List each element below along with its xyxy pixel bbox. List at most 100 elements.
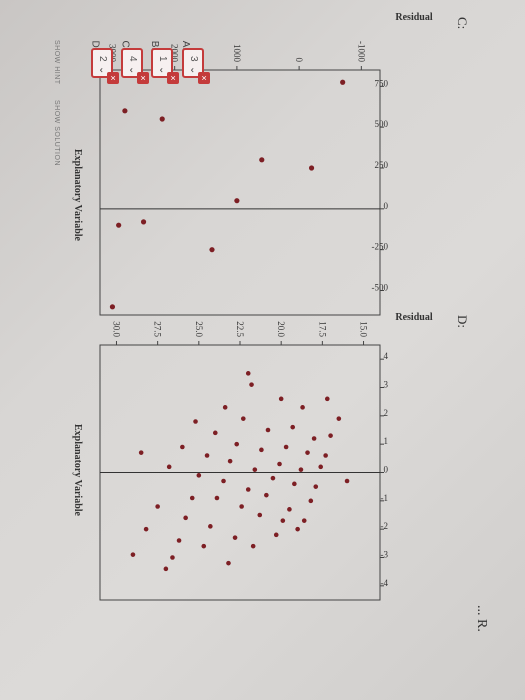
data-point [270, 475, 276, 481]
x-tick-label: 22.5 [235, 321, 245, 337]
data-point [340, 79, 346, 85]
data-point [212, 430, 218, 436]
chevron-down-icon: ⌄ [157, 66, 168, 75]
answer-value-b: 1 [157, 56, 168, 62]
plots-rotated-group: ... R. C: Residual 750 500 250 0 -250 -500 -1… [72, 12, 489, 632]
data-point [290, 424, 296, 430]
data-point [305, 450, 310, 455]
data-point [273, 532, 279, 538]
answer-value-c: 4 [127, 56, 138, 62]
data-point [323, 453, 328, 458]
plot-d: D: Residual 4 3 2 1 0 -1 -2 -3 -4 15.0 17.5 20.0 22… [72, 312, 470, 601]
plot-c-ylabel: Residual [395, 12, 432, 23]
x-tick-label: 17.5 [317, 321, 327, 337]
data-point [250, 543, 256, 549]
data-point [257, 512, 263, 518]
data-point [227, 458, 233, 464]
data-point [245, 487, 251, 492]
data-point [278, 396, 284, 402]
data-point [214, 495, 220, 501]
y-tick-label: 0 [384, 201, 389, 211]
data-point [208, 524, 213, 529]
data-point [240, 416, 246, 421]
data-point [252, 467, 258, 472]
x-tick-label: -1000 [356, 41, 366, 62]
data-point [300, 405, 305, 410]
data-point [116, 222, 122, 228]
x-tick-label: 25.0 [194, 321, 204, 337]
data-point [324, 396, 330, 402]
data-point [122, 108, 128, 114]
data-point [159, 116, 165, 122]
chevron-down-icon: ⌄ [188, 66, 199, 75]
plot-d-x-ticks: 15.0 17.5 20.0 22.5 25.0 27.5 30.0 [111, 321, 369, 345]
y-tick-label: 2 [384, 408, 389, 418]
data-point [234, 198, 240, 204]
y-tick-label: 500 [375, 119, 389, 129]
data-point [259, 447, 264, 453]
plot-d-ylabel: Residual [395, 312, 432, 323]
data-point [201, 543, 207, 549]
incorrect-icon: × [167, 72, 179, 84]
answer-select-c[interactable]: × 4 ⌄ [121, 48, 149, 84]
data-point [143, 526, 149, 532]
data-point [232, 535, 238, 540]
answer-select-a[interactable]: × 3 ⌄ [182, 48, 210, 84]
data-point [155, 504, 160, 509]
x-tick-label: 0 [294, 58, 304, 63]
plot-c: C: Residual 750 500 250 0 -250 -500 -1000 0 100… [72, 12, 470, 316]
plot-d-points [130, 371, 350, 572]
data-point [234, 441, 240, 447]
plot-c-y-ticks: 750 500 250 0 -250 -500 [372, 78, 389, 292]
data-point [313, 484, 319, 489]
answer-value-d: 2 [97, 56, 108, 62]
y-tick-label: -3 [381, 550, 389, 560]
x-tick-label: 2000 [170, 44, 180, 63]
data-point [222, 405, 228, 410]
data-point [308, 165, 315, 171]
y-tick-label: 750 [375, 78, 389, 88]
plot-c-points [109, 79, 346, 310]
plot-d-y-ticks: 4 3 2 1 0 -1 -2 -3 -4 [380, 351, 389, 588]
incorrect-icon: × [198, 72, 210, 84]
data-point [277, 461, 282, 467]
y-tick-label: -4 [381, 578, 389, 588]
data-point [239, 504, 244, 509]
data-point [209, 247, 215, 253]
data-point [109, 304, 116, 310]
data-point [189, 495, 195, 501]
x-tick-label: 27.5 [153, 321, 163, 337]
data-point [298, 467, 304, 472]
y-tick-label: -500 [372, 283, 389, 293]
incorrect-icon: × [137, 72, 149, 84]
data-point [183, 515, 188, 521]
data-point [264, 492, 269, 498]
data-point [287, 507, 292, 512]
y-tick-label: -2 [381, 521, 389, 531]
x-tick-label: 15.0 [359, 321, 369, 337]
incorrect-icon: × [107, 72, 119, 84]
data-point [265, 427, 271, 433]
show-solution-link[interactable]: SHOW SOLUTION [53, 100, 60, 167]
show-hint-link[interactable]: SHOW HINT [53, 40, 60, 85]
plot-c-xlabel: Explanatory Variable [72, 149, 83, 242]
y-tick-label: 0 [384, 465, 389, 475]
data-point [292, 481, 297, 487]
data-point [328, 433, 333, 438]
data-point [193, 419, 198, 424]
data-point [176, 538, 182, 543]
chevron-down-icon: ⌄ [97, 66, 108, 75]
data-point [295, 526, 300, 532]
chevron-down-icon: ⌄ [127, 66, 138, 75]
data-point [166, 464, 172, 470]
data-point [130, 552, 136, 557]
y-tick-label: -1 [381, 493, 389, 503]
y-tick-label: 4 [384, 351, 389, 361]
data-point [170, 555, 175, 560]
answer-select-b[interactable]: × 1 ⌄ [151, 48, 179, 84]
data-point [318, 464, 324, 470]
page-title: ... R. [474, 605, 489, 632]
answer-select-d[interactable]: × 2 ⌄ [91, 48, 119, 84]
data-point [180, 444, 185, 450]
